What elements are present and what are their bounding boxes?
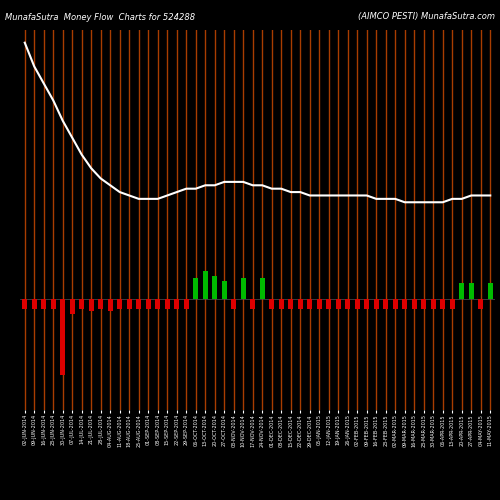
Bar	[288, 298, 294, 308]
Bar	[488, 284, 493, 298]
Bar	[354, 298, 360, 308]
Bar	[260, 278, 265, 298]
Bar	[32, 298, 37, 308]
Bar	[316, 298, 322, 308]
Bar	[108, 298, 113, 311]
Bar	[79, 298, 84, 308]
Bar	[222, 281, 227, 298]
Bar	[440, 298, 446, 308]
Bar	[364, 298, 370, 308]
Bar	[374, 298, 379, 308]
Bar	[450, 298, 455, 308]
Bar	[212, 276, 218, 298]
Bar	[22, 298, 28, 308]
Bar	[278, 298, 284, 308]
Bar	[136, 298, 141, 308]
Bar	[307, 298, 312, 308]
Bar	[430, 298, 436, 308]
Bar	[402, 298, 407, 308]
Bar	[421, 298, 426, 308]
Bar	[392, 298, 398, 308]
Bar	[326, 298, 332, 308]
Bar	[336, 298, 341, 308]
Bar	[412, 298, 417, 308]
Bar	[269, 298, 274, 308]
Bar	[468, 284, 474, 298]
Bar	[174, 298, 180, 308]
Bar	[231, 298, 236, 308]
Bar	[164, 298, 170, 308]
Bar	[478, 298, 484, 308]
Bar	[383, 298, 388, 308]
Text: (AIMCO PESTI) MunafaSutra.com: (AIMCO PESTI) MunafaSutra.com	[358, 12, 495, 22]
Bar	[98, 298, 103, 308]
Bar	[459, 284, 464, 298]
Bar	[193, 278, 198, 298]
Bar	[345, 298, 350, 308]
Bar	[41, 298, 46, 308]
Bar	[60, 298, 66, 374]
Bar	[155, 298, 160, 308]
Bar	[184, 298, 189, 308]
Bar	[240, 278, 246, 298]
Bar	[70, 298, 75, 314]
Bar	[126, 298, 132, 308]
Text: MunafaSutra  Money Flow  Charts for 524288: MunafaSutra Money Flow Charts for 524288	[5, 12, 195, 22]
Bar	[298, 298, 303, 308]
Bar	[117, 298, 122, 308]
Bar	[88, 298, 94, 311]
Bar	[50, 298, 56, 308]
Bar	[250, 298, 256, 308]
Bar	[146, 298, 151, 308]
Bar	[202, 270, 208, 298]
